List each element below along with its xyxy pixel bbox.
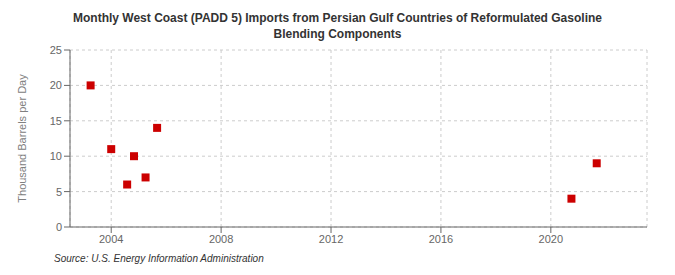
svg-text:15: 15 — [50, 115, 62, 127]
html-text:Monthly West Coast (PADD 5) Im: Monthly West Coast (PADD 5) Imports from… — [73, 11, 602, 25]
svg-text:Thousand Barrels per Day: Thousand Barrels per Day — [16, 74, 28, 203]
html-text:Blending Components: Blending Components — [273, 27, 402, 41]
svg-text:5: 5 — [56, 186, 62, 198]
svg-text:2020: 2020 — [539, 233, 563, 245]
svg-text:0: 0 — [56, 221, 62, 233]
svg-text:10: 10 — [50, 150, 62, 162]
svg-text:20: 20 — [50, 79, 62, 91]
svg-text:2012: 2012 — [319, 233, 343, 245]
html-text:Source: U.S. Energy Informatio: Source: U.S. Energy Information Administ… — [54, 253, 264, 264]
svg-text:2008: 2008 — [209, 233, 233, 245]
svg-text:2016: 2016 — [429, 233, 453, 245]
svg-text:2004: 2004 — [99, 233, 123, 245]
svg-text:25: 25 — [50, 44, 62, 56]
